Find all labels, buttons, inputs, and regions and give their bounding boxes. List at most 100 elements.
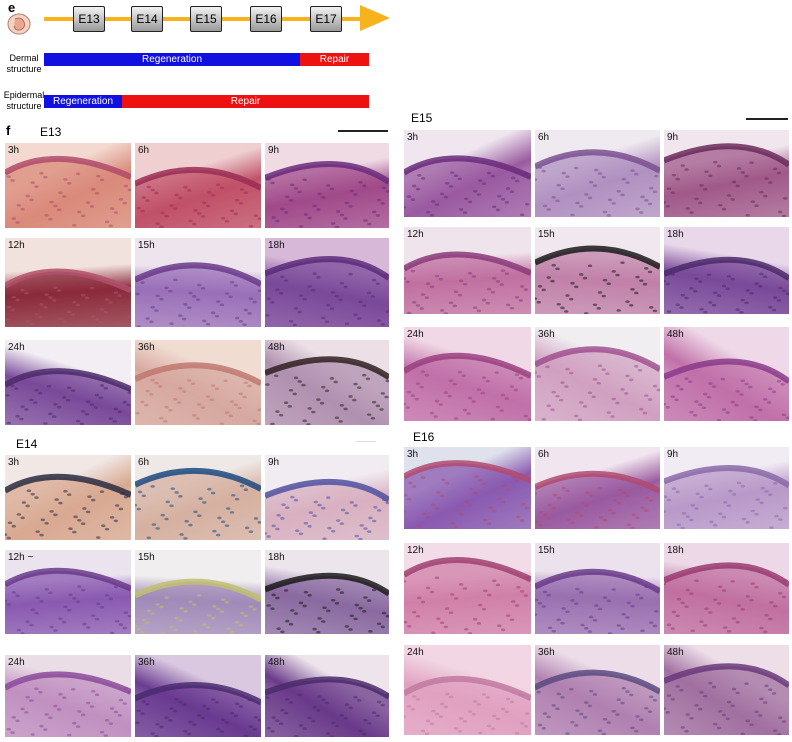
tissue-region [535,248,660,314]
time-label: 6h [138,145,150,156]
epidermis-edge [404,557,531,583]
time-label: 18h [268,240,285,251]
time-label: 18h [667,229,684,240]
epidermis-edge [664,143,789,168]
stage-e14: E14 [131,6,163,32]
micrograph-e13-7: 36h [135,340,261,425]
panel-e-letter: e [8,0,16,15]
scale-bar-e15 [746,118,788,120]
time-label: 12h [8,240,25,251]
micrograph-e13-4: 15h [135,238,261,327]
timeline-arrowhead [360,5,390,31]
micrograph-e15-8: 48h [664,327,789,421]
epidermis-edge [404,352,531,379]
stage-e16: E16 [250,6,282,32]
epidermis-edge [265,356,389,380]
epidermis-edge [265,572,389,597]
dermal-structure-label: Dermal structure [6,53,42,74]
time-label: 9h [268,145,280,156]
epidermis-edge [404,460,531,484]
time-label: 12h ~ [8,552,34,563]
tissue-region [265,359,389,425]
micrograph-e16-7: 36h [535,645,660,735]
time-label: 15h [138,240,155,251]
micrograph-e15-4: 15h [535,227,660,314]
time-label: 9h [268,457,280,468]
micrograph-e14-6: 24h [5,655,131,737]
epidermis-edge [535,149,660,174]
tissue-region [535,473,660,529]
time-label: 9h [667,449,679,460]
epidermis-edge [135,262,261,287]
tissue-region [535,349,660,421]
time-label: 24h [8,657,25,668]
group-title-e14: E14 [16,437,38,451]
epidermis-edge [265,256,389,281]
epidermal-repair-bar: Repair [122,95,369,108]
epidermal-structure-label: Epidermal structure [3,90,45,111]
time-label: 36h [538,647,555,658]
micrograph-e15-1: 6h [535,130,660,217]
time-label: 48h [667,329,684,340]
time-label: 36h [538,329,555,340]
time-label: 9h [667,132,679,143]
tissue-region [135,265,261,327]
epidermis-edge [265,676,389,700]
tissue-region [664,259,789,314]
panel-f-letter: f [6,123,11,138]
tissue-region [404,463,531,529]
embryo-icon [6,10,32,36]
tissue-region [265,259,389,327]
micrograph-e13-8: 48h [265,340,389,425]
epidermis-edge [135,166,261,191]
epidermis-edge [265,478,389,503]
time-label: 3h [407,132,419,143]
tissue-region [135,685,261,737]
epidermis-edge [135,578,261,603]
group-title-e16: E16 [413,430,435,444]
tissue-region [404,254,531,314]
tissue-region [404,355,531,421]
time-label: 24h [407,329,424,340]
micrograph-e16-2: 9h [664,447,789,529]
tissue-region [664,565,789,634]
epidermis-edge [5,671,131,695]
micrograph-e13-0: 3h [5,143,131,228]
tissue-region [135,169,261,228]
epidermis-edge [664,663,789,688]
time-label: 18h [268,552,285,563]
stage-e15: E15 [190,6,222,32]
tissue-region [5,570,131,634]
tissue-region [404,678,531,735]
group-title-e15: E15 [411,111,433,125]
micrograph-e16-8: 48h [664,645,789,735]
tissue-region [5,476,131,540]
epidermis-edge [5,473,131,498]
time-label: 15h [538,229,555,240]
tissue-region [265,575,389,634]
epidermis-edge [535,669,660,695]
stage-e17: E17 [310,6,342,32]
time-label: 6h [538,449,550,460]
epidermis-edge [135,362,261,386]
epidermis-edge [5,268,131,294]
epidermis-edge [404,675,531,701]
time-label: 15h [138,552,155,563]
epidermis-edge [5,567,131,592]
epidermis-edge [535,346,660,372]
micrograph-e13-2: 9h [265,143,389,228]
time-label: 36h [138,342,155,353]
micrograph-e15-7: 36h [535,327,660,421]
time-label: 48h [268,342,285,353]
micrograph-e15-6: 24h [404,327,531,421]
micrograph-e16-4: 15h [535,543,660,634]
time-label: 36h [138,657,155,668]
micrograph-e13-6: 24h [5,340,131,425]
micrograph-e14-2: 9h [265,455,389,540]
micrograph-e15-5: 18h [664,227,789,314]
time-label: 6h [138,457,150,468]
micrograph-e14-3: 12h ~ [5,550,131,634]
micrograph-e16-3: 12h [404,543,531,634]
micrograph-e13-1: 6h [135,143,261,228]
epidermis-edge [404,251,531,276]
